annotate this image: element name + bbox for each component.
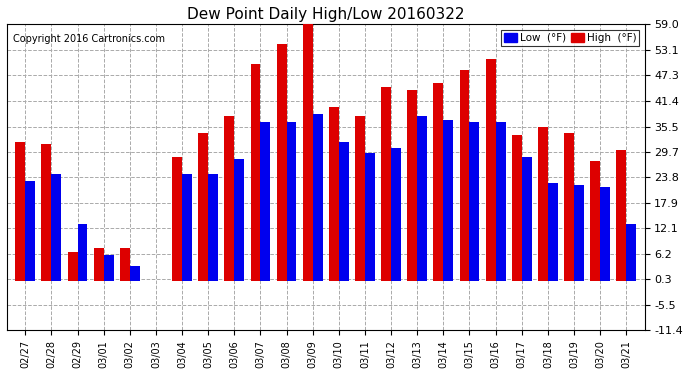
Bar	[120, 248, 130, 281]
Bar	[444, 120, 453, 281]
Bar	[303, 24, 313, 281]
Bar	[407, 90, 417, 281]
Bar	[208, 174, 218, 281]
Bar	[182, 174, 192, 281]
Bar	[381, 87, 391, 281]
Title: Dew Point Daily High/Low 20160322: Dew Point Daily High/Low 20160322	[187, 7, 464, 22]
Bar	[172, 157, 182, 281]
Bar	[538, 126, 548, 281]
Bar	[104, 255, 114, 281]
Bar	[365, 153, 375, 281]
Bar	[286, 122, 297, 281]
Bar	[574, 185, 584, 281]
Bar	[512, 135, 522, 281]
Legend: Low  (°F), High  (°F): Low (°F), High (°F)	[501, 30, 640, 46]
Bar	[313, 114, 323, 281]
Bar	[590, 161, 600, 281]
Bar	[548, 183, 558, 281]
Bar	[68, 252, 77, 281]
Bar	[250, 64, 260, 281]
Text: Copyright 2016 Cartronics.com: Copyright 2016 Cartronics.com	[13, 34, 166, 44]
Bar	[224, 116, 235, 281]
Bar	[94, 248, 104, 281]
Bar	[355, 116, 365, 281]
Bar	[277, 44, 286, 281]
Bar	[495, 122, 506, 281]
Bar	[522, 157, 532, 281]
Bar	[564, 133, 574, 281]
Bar	[41, 144, 51, 281]
Bar	[469, 122, 480, 281]
Bar	[260, 122, 270, 281]
Bar	[15, 142, 26, 281]
Bar	[616, 150, 627, 281]
Bar	[460, 70, 469, 281]
Bar	[339, 142, 348, 281]
Bar	[417, 116, 427, 281]
Bar	[77, 224, 88, 281]
Bar	[130, 266, 139, 281]
Bar	[235, 159, 244, 281]
Bar	[486, 59, 495, 281]
Bar	[51, 174, 61, 281]
Bar	[600, 188, 610, 281]
Bar	[391, 148, 401, 281]
Bar	[329, 107, 339, 281]
Bar	[26, 181, 35, 281]
Bar	[433, 83, 444, 281]
Bar	[627, 224, 636, 281]
Bar	[198, 133, 208, 281]
